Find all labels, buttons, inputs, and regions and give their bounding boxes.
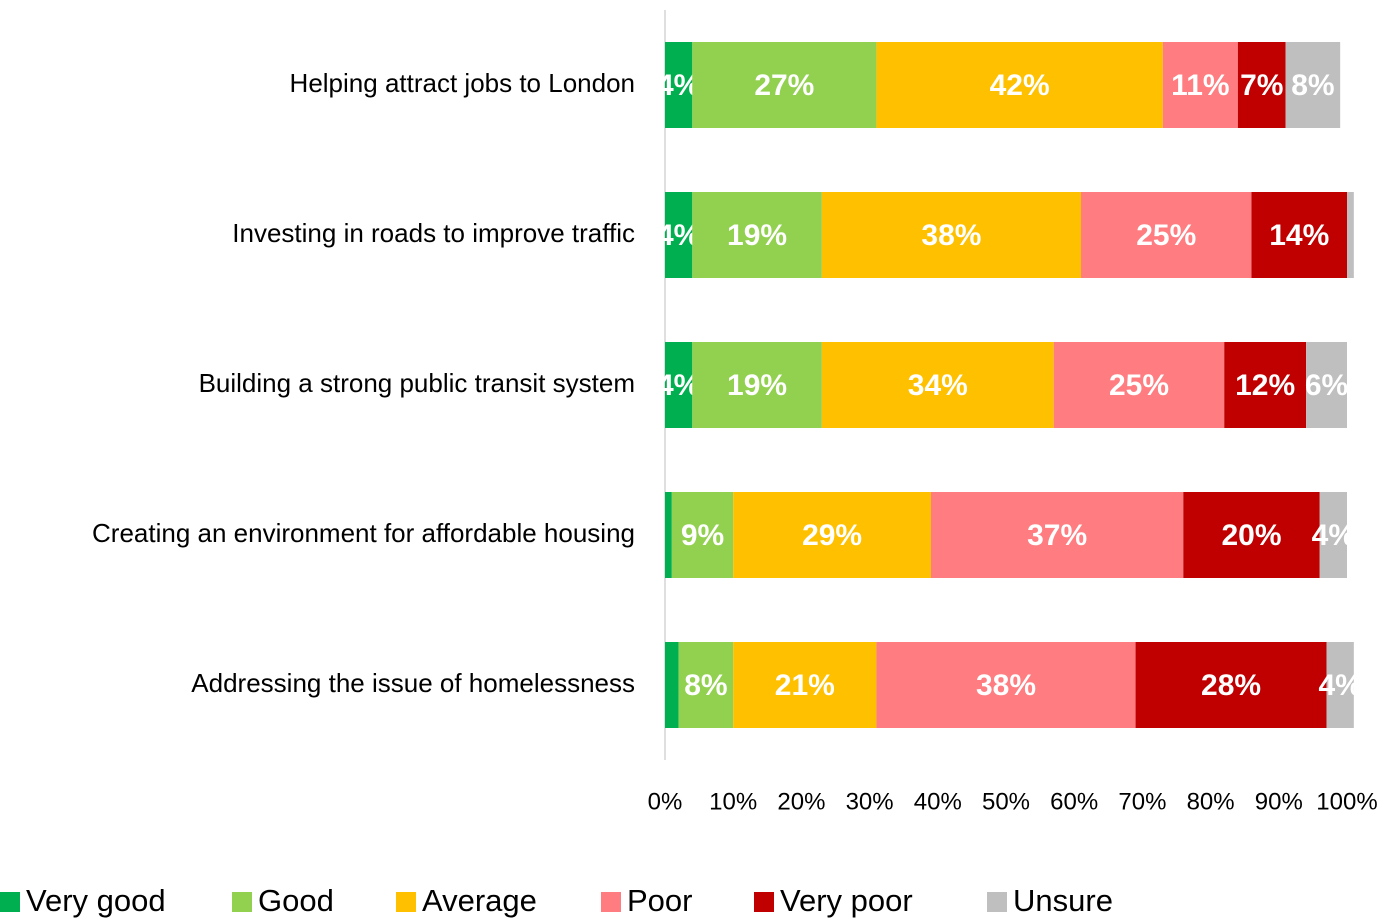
data-label: 6%	[1305, 369, 1348, 402]
data-label: 12%	[1235, 369, 1295, 402]
data-label: 4%	[1319, 669, 1362, 702]
data-label: 4%	[1312, 519, 1355, 552]
bar-segment	[733, 492, 931, 578]
data-label: 38%	[976, 669, 1036, 702]
x-tick-label: 10%	[709, 788, 757, 815]
data-label: 19%	[727, 219, 787, 252]
bar-segment	[1053, 342, 1225, 428]
data-label: 21%	[775, 669, 835, 702]
bar-segment	[876, 42, 1163, 128]
category-label: Addressing the issue of homelessness	[191, 668, 635, 698]
legend-swatch	[601, 892, 621, 912]
bar-segment	[821, 192, 1082, 278]
legend-swatch	[232, 892, 252, 912]
data-label: 7%	[1240, 69, 1283, 102]
bar-segment	[671, 492, 734, 578]
data-label: 34%	[908, 369, 968, 402]
bar-segment	[665, 492, 672, 578]
bar-segment	[1306, 342, 1347, 428]
x-tick-label: 50%	[982, 788, 1030, 815]
data-label: 42%	[990, 69, 1050, 102]
legend-label: Average	[422, 883, 537, 918]
bar-segment	[1251, 192, 1347, 278]
legend-swatch	[0, 892, 20, 912]
bar-segment	[1135, 642, 1327, 728]
bar-segment	[665, 192, 693, 278]
bar-segment	[876, 642, 1136, 728]
data-label: 27%	[754, 69, 814, 102]
legend-label: Poor	[627, 883, 692, 918]
x-tick-label: 80%	[1187, 788, 1235, 815]
category-label: Helping attract jobs to London	[290, 68, 635, 98]
category-label: Investing in roads to improve traffic	[232, 218, 635, 248]
legend-swatch	[396, 892, 416, 912]
data-label: 28%	[1201, 669, 1261, 702]
x-tick-label: 70%	[1118, 788, 1166, 815]
bar-segment	[1237, 42, 1286, 128]
data-label: 8%	[1291, 69, 1334, 102]
legend-label: Good	[258, 883, 334, 918]
data-label: 8%	[684, 669, 727, 702]
data-label: 14%	[1269, 219, 1329, 252]
x-tick-label: 40%	[914, 788, 962, 815]
bar-segment	[1162, 42, 1238, 128]
bar-segment	[678, 642, 734, 728]
data-label: 20%	[1221, 519, 1281, 552]
data-label: 25%	[1136, 219, 1196, 252]
bar-segment	[821, 342, 1054, 428]
data-label: 9%	[681, 519, 724, 552]
legend-label: Unsure	[1013, 883, 1113, 918]
x-tick-label: 100%	[1316, 788, 1377, 815]
bar-segment	[1319, 492, 1347, 578]
bar-segment	[692, 42, 877, 128]
bar-segment	[1285, 42, 1341, 128]
data-label: 11%	[1171, 69, 1229, 102]
bar-segment	[1183, 492, 1320, 578]
legend-label: Very good	[26, 883, 166, 918]
data-label: 25%	[1109, 369, 1169, 402]
data-label: 29%	[802, 519, 862, 552]
bar-segment	[1081, 192, 1252, 278]
bar-segment	[692, 342, 822, 428]
legend-swatch	[987, 892, 1007, 912]
data-label: 19%	[727, 369, 787, 402]
bar-segment	[1347, 192, 1354, 278]
bar-segment	[665, 42, 693, 128]
bar-segment	[665, 342, 693, 428]
x-tick-label: 20%	[777, 788, 825, 815]
category-label: Creating an environment for affordable h…	[92, 518, 635, 548]
bar-segment	[692, 192, 822, 278]
legend-swatch	[754, 892, 774, 912]
category-label: Building a strong public transit system	[199, 368, 635, 398]
bar-segment	[733, 642, 877, 728]
legend-label: Very poor	[780, 883, 913, 918]
data-label: 37%	[1027, 519, 1087, 552]
bar-segment	[930, 492, 1184, 578]
x-tick-label: 90%	[1255, 788, 1303, 815]
bar-segment	[1224, 342, 1307, 428]
data-label: 38%	[921, 219, 981, 252]
x-tick-label: 0%	[648, 788, 683, 815]
bar-segment	[665, 642, 679, 728]
x-tick-label: 30%	[846, 788, 894, 815]
bar-segment	[1326, 642, 1354, 728]
x-tick-label: 60%	[1050, 788, 1098, 815]
